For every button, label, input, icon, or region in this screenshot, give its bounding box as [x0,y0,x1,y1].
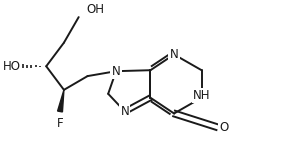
Text: N: N [170,48,178,61]
Text: O: O [219,121,228,134]
Polygon shape [58,90,64,112]
Text: NH: NH [193,89,210,102]
Text: N: N [112,65,121,78]
Text: F: F [57,117,63,130]
Text: N: N [121,105,129,118]
Text: HO: HO [3,60,21,73]
Text: OH: OH [86,3,105,16]
